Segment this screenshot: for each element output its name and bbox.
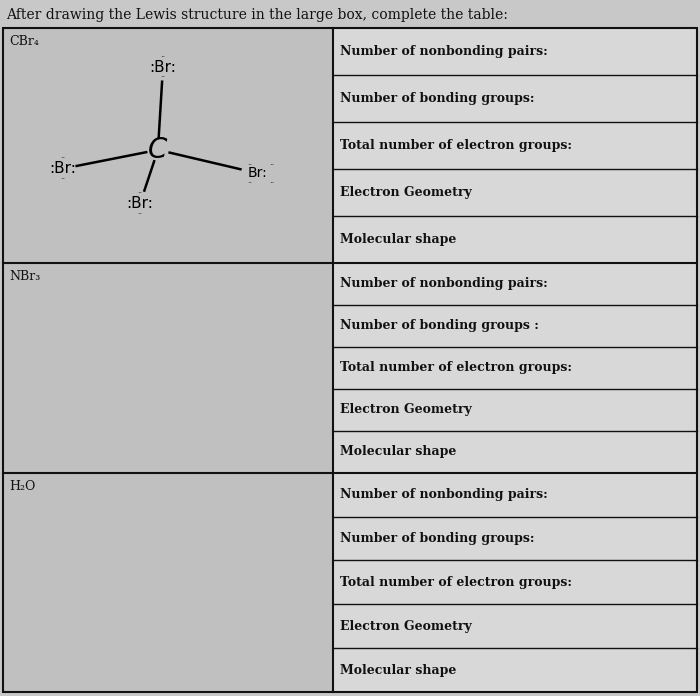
Text: ··: ·· (160, 53, 166, 62)
Text: ··: ·· (137, 210, 143, 219)
Text: ··: ·· (60, 154, 66, 163)
Bar (4, 263, 332, 472)
Text: Total number of electron groups:: Total number of electron groups: (340, 361, 572, 374)
Text: C: C (148, 136, 167, 164)
Text: ··: ·· (270, 161, 274, 170)
Text: ··: ·· (160, 73, 166, 82)
Text: ··: ·· (270, 179, 274, 188)
Bar (4, 29, 332, 262)
Text: Number of bonding groups :: Number of bonding groups : (340, 319, 538, 332)
Bar (4, 473, 332, 691)
Text: Electron Geometry: Electron Geometry (340, 619, 471, 633)
Text: Number of nonbonding pairs:: Number of nonbonding pairs: (340, 489, 547, 501)
Text: :Br:: :Br: (150, 61, 176, 75)
Text: Number of nonbonding pairs:: Number of nonbonding pairs: (340, 277, 547, 290)
Text: After drawing the Lewis structure in the large box, complete the table:: After drawing the Lewis structure in the… (6, 8, 508, 22)
Text: Molecular shape: Molecular shape (340, 663, 456, 677)
Text: Number of nonbonding pairs:: Number of nonbonding pairs: (340, 45, 547, 58)
Text: ··: ·· (60, 175, 66, 184)
Text: Number of bonding groups:: Number of bonding groups: (340, 92, 534, 104)
Text: ··: ·· (247, 161, 253, 170)
Text: :Br:: :Br: (127, 196, 153, 212)
Bar (332, 473, 696, 691)
Text: Electron Geometry: Electron Geometry (340, 186, 471, 198)
Text: NBr₃: NBr₃ (9, 270, 41, 283)
Text: Molecular shape: Molecular shape (340, 445, 456, 458)
Text: Br:: Br: (248, 166, 268, 180)
Text: Electron Geometry: Electron Geometry (340, 403, 471, 416)
Text: Total number of electron groups:: Total number of electron groups: (340, 139, 572, 152)
Text: ··: ·· (247, 179, 253, 188)
Text: CBr₄: CBr₄ (9, 35, 39, 48)
Text: ··: ·· (137, 189, 143, 198)
Text: H₂O: H₂O (9, 480, 36, 493)
Text: Molecular shape: Molecular shape (340, 232, 456, 246)
Text: :Br:: :Br: (50, 161, 76, 176)
Bar (332, 263, 696, 472)
Text: Number of bonding groups:: Number of bonding groups: (340, 532, 534, 545)
Text: Total number of electron groups:: Total number of electron groups: (340, 576, 572, 589)
Bar (332, 29, 696, 262)
